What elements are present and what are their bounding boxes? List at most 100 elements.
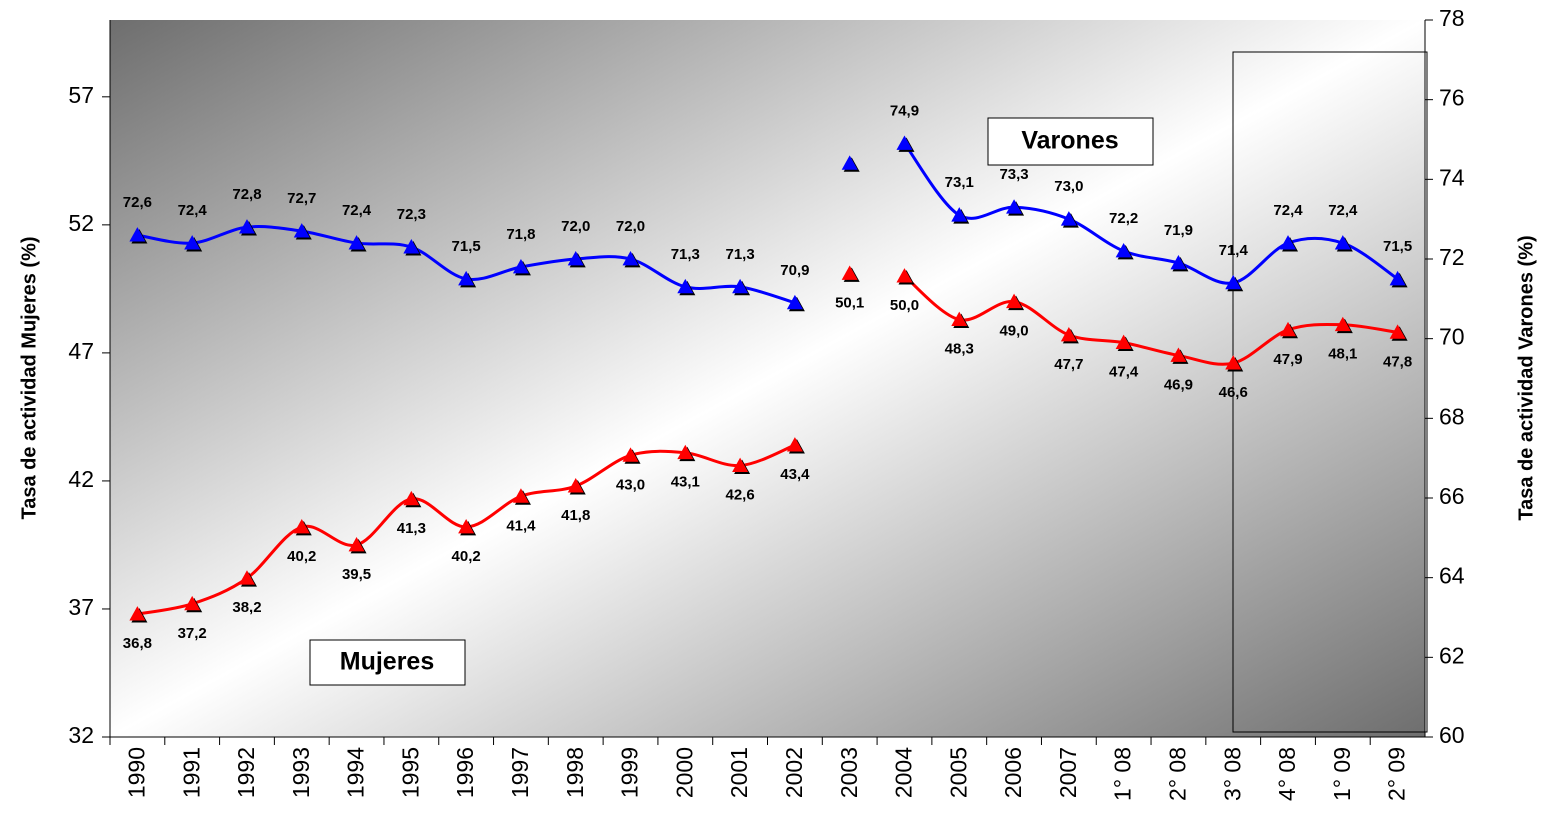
marker	[951, 207, 968, 222]
data-label: 72,4	[1328, 202, 1358, 219]
data-label: 46,6	[1219, 384, 1248, 401]
marker	[512, 488, 529, 503]
marker	[786, 294, 803, 310]
marker	[293, 223, 310, 238]
x-tick-label: 1996	[452, 747, 478, 798]
y2-tick-label: 66	[1439, 483, 1465, 509]
x-tick-label: 1991	[178, 747, 204, 798]
legend-box	[309, 639, 466, 686]
marker	[1225, 274, 1242, 290]
data-label: 71,8	[506, 226, 535, 243]
data-label: 71,5	[452, 238, 481, 255]
marker	[1006, 199, 1023, 214]
legend-label: Varones	[1021, 127, 1118, 155]
legend-box	[987, 117, 1154, 166]
y2-tick-label: 68	[1439, 403, 1465, 429]
marker	[896, 268, 913, 283]
marker	[622, 447, 639, 462]
marker	[1280, 321, 1297, 337]
marker	[1389, 270, 1406, 286]
x-tick-label: 2° 09	[1384, 747, 1410, 801]
y-tick-label: 47	[68, 338, 94, 364]
data-label: 72,7	[287, 190, 316, 207]
y-tick-label: 57	[68, 82, 94, 108]
marker	[841, 265, 858, 280]
marker	[567, 251, 584, 266]
data-label: 73,1	[945, 174, 974, 191]
y2-tick-label: 62	[1439, 642, 1465, 668]
data-label: 72,4	[178, 202, 208, 219]
marker	[1115, 243, 1132, 258]
x-tick-label: 1999	[617, 747, 643, 798]
marker	[129, 606, 146, 621]
data-label: 41,8	[561, 507, 590, 524]
x-tick-label: 3° 08	[1219, 747, 1245, 801]
data-label: 72,4	[342, 202, 372, 219]
data-label: 73,0	[1054, 178, 1083, 195]
data-label: 41,3	[397, 520, 426, 537]
marker	[1170, 254, 1187, 270]
marker	[1389, 324, 1406, 339]
marker	[732, 278, 749, 294]
data-label: 43,1	[671, 474, 700, 491]
plot-background	[110, 20, 1425, 737]
marker	[403, 490, 420, 506]
data-label: 49,0	[999, 323, 1028, 340]
marker	[1060, 326, 1077, 342]
data-label: 42,6	[726, 487, 755, 504]
marker	[512, 258, 529, 274]
marker	[841, 155, 858, 170]
data-label: 46,9	[1164, 376, 1193, 393]
marker	[403, 239, 420, 254]
series-line	[903, 142, 1399, 285]
marker	[184, 595, 201, 611]
data-label: 39,5	[342, 566, 371, 583]
x-tick-label: 1990	[123, 747, 149, 798]
marker	[238, 219, 255, 234]
data-label: 72,4	[1273, 202, 1303, 219]
data-label: 74,9	[890, 102, 919, 119]
x-tick-label: 2° 08	[1165, 747, 1191, 801]
data-label: 40,2	[452, 548, 481, 565]
data-label: 41,4	[506, 517, 536, 534]
y2-tick-label: 72	[1439, 244, 1465, 270]
data-label: 36,8	[123, 635, 152, 652]
x-tick-label: 1995	[397, 747, 423, 798]
x-tick-label: 4° 08	[1274, 747, 1300, 801]
marker	[1060, 211, 1077, 226]
marker	[129, 227, 146, 242]
series-line	[903, 274, 1398, 366]
data-label: 47,8	[1383, 353, 1412, 370]
y2-tick-label: 78	[1439, 5, 1465, 31]
data-label: 47,7	[1054, 356, 1083, 373]
data-label: 50,1	[835, 294, 864, 311]
marker	[238, 570, 255, 585]
data-label: 47,9	[1273, 351, 1302, 368]
x-tick-label: 2007	[1055, 747, 1081, 798]
y2-axis-title: Tasa de actividad Varones (%)	[1515, 235, 1537, 520]
data-label: 37,2	[178, 625, 207, 642]
data-label: 71,5	[1383, 238, 1412, 255]
x-tick-label: 1992	[233, 747, 259, 798]
marker	[184, 235, 201, 250]
data-label: 43,4	[780, 466, 810, 483]
data-label: 72,6	[123, 194, 152, 211]
marker	[677, 444, 694, 460]
x-tick-label: 1998	[562, 747, 588, 798]
marker	[622, 251, 639, 266]
x-tick-label: 2003	[836, 747, 862, 798]
x-tick-label: 2000	[671, 747, 697, 798]
y2-tick-label: 64	[1439, 563, 1465, 589]
marker	[348, 536, 365, 552]
y2-tick-label: 60	[1439, 722, 1465, 748]
marker	[1334, 235, 1351, 250]
data-label: 43,0	[616, 476, 645, 493]
data-label: 71,3	[671, 246, 700, 263]
marker	[1280, 235, 1297, 250]
data-label: 71,3	[726, 246, 755, 263]
data-label: 48,3	[945, 341, 974, 358]
y2-tick-label: 70	[1439, 324, 1465, 350]
y-tick-label: 42	[68, 466, 94, 492]
marker	[1334, 316, 1351, 332]
x-tick-label: 2002	[781, 747, 807, 798]
